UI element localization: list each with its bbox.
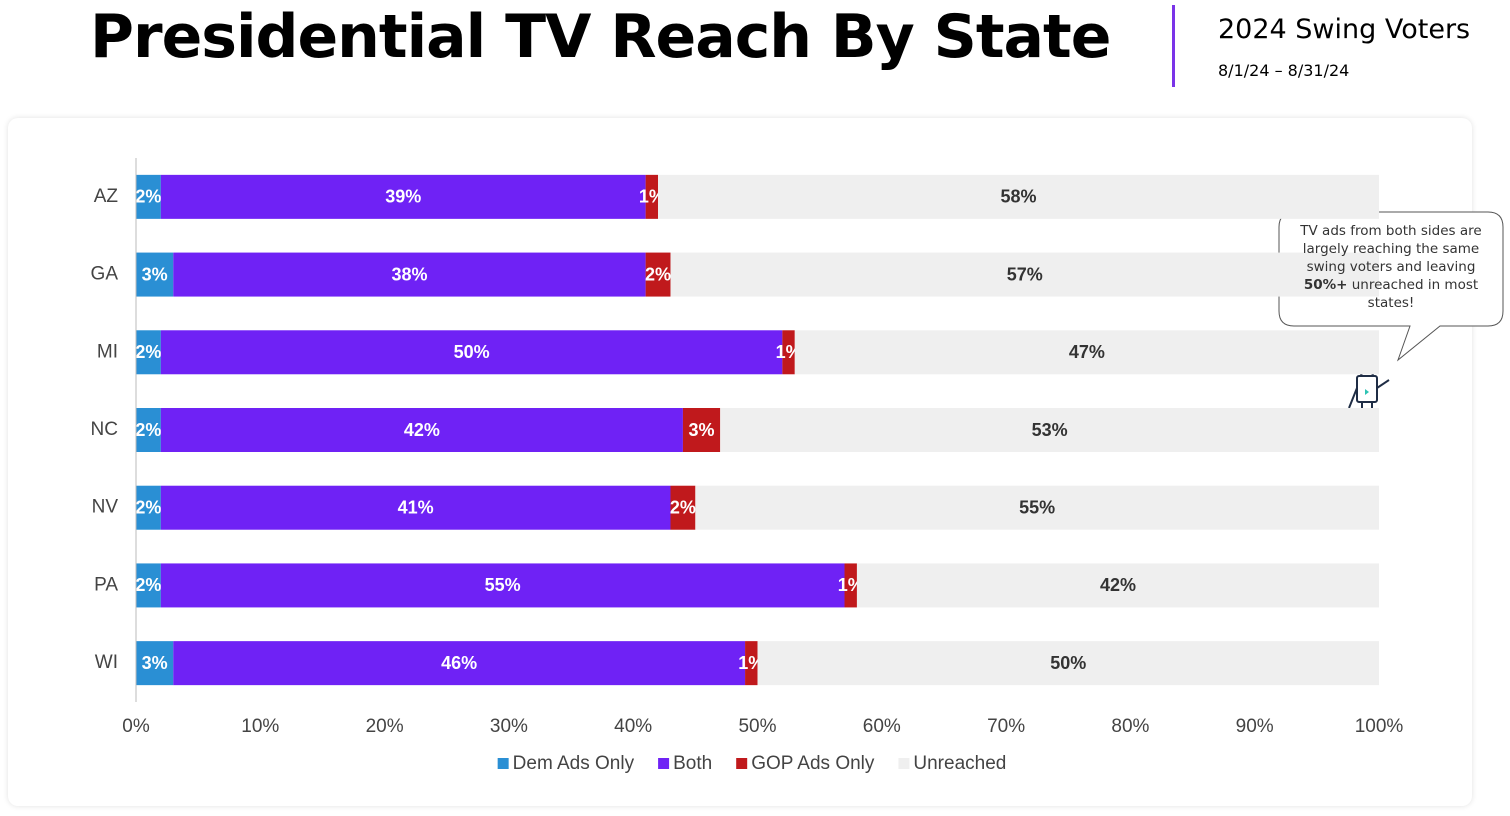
callout-text-part: TV ads from both sides are largely reach…: [1300, 223, 1482, 275]
data-label: 42%: [1100, 575, 1136, 595]
bar-segment: [136, 408, 161, 452]
legend-swatch: [898, 758, 910, 769]
x-tick-label: 10%: [241, 716, 279, 737]
bar-segment: [856, 563, 1379, 608]
y-tick-label: MI: [97, 341, 118, 362]
callout-emphasis: 50%+: [1303, 277, 1348, 293]
bar-segment: [136, 485, 161, 530]
data-label: 2%: [645, 264, 671, 284]
x-tick-label: 100%: [1355, 716, 1404, 737]
bar-segment: [782, 330, 795, 375]
y-tick-label: AZ: [94, 186, 119, 207]
data-label: 3%: [142, 264, 168, 284]
data-label: 2%: [135, 497, 161, 517]
bar-segment: [136, 641, 174, 686]
divider: [1172, 5, 1175, 87]
bar-segment: [136, 330, 161, 375]
bar-segment: [160, 408, 683, 452]
y-tick-label: GA: [91, 264, 119, 285]
bar-segment: [757, 641, 1379, 686]
bar-segment: [160, 174, 646, 219]
data-label: 55%: [1019, 497, 1055, 517]
data-label: 53%: [1032, 420, 1068, 440]
date-range: 8/1/24 – 8/31/24: [1218, 61, 1350, 80]
bar-segment: [844, 563, 857, 608]
data-label: 41%: [398, 497, 434, 517]
data-label: 38%: [391, 264, 427, 284]
x-tick-label: 70%: [987, 716, 1025, 737]
data-label: 46%: [441, 653, 477, 673]
data-label: 2%: [135, 342, 161, 362]
x-tick-label: 0%: [122, 716, 150, 737]
bar-segment: [173, 641, 746, 686]
callout-text-part: unreached in most states!: [1351, 277, 1479, 311]
data-label: 50%: [1050, 653, 1086, 673]
data-label: 2%: [670, 497, 696, 517]
bar-segment: [682, 408, 721, 452]
bar-segment: [745, 641, 758, 686]
data-label: 57%: [1007, 264, 1043, 284]
x-tick-label: 90%: [1236, 716, 1274, 737]
data-label: 58%: [1001, 187, 1037, 207]
bar-segment: [794, 330, 1379, 375]
data-label: 2%: [135, 420, 161, 440]
y-tick-label: WI: [95, 652, 118, 673]
data-label: 3%: [142, 653, 168, 673]
y-tick-label: NV: [92, 497, 119, 518]
bar-segment: [136, 563, 161, 608]
legend-label: Unreached: [913, 753, 1006, 774]
bar-segment: [160, 330, 783, 375]
data-label: 47%: [1069, 342, 1105, 362]
x-tick-label: 20%: [366, 716, 404, 737]
bar-segment: [136, 174, 161, 219]
legend-label: Dem Ads Only: [513, 753, 635, 774]
data-label: 50%: [454, 342, 490, 362]
bar-segment: [645, 252, 671, 297]
callout-text: TV ads from both sides are largely reach…: [1284, 222, 1498, 312]
legend-label: GOP Ads Only: [751, 753, 875, 774]
legend-swatch: [736, 758, 748, 769]
bar-segment: [670, 252, 1379, 297]
x-tick-label: 60%: [863, 716, 901, 737]
data-label: 3%: [689, 420, 715, 440]
callout-bubble: [1278, 211, 1504, 362]
legend-swatch: [658, 758, 670, 769]
x-tick-label: 80%: [1111, 716, 1149, 737]
data-label: 2%: [135, 575, 161, 595]
bar-segment: [670, 485, 696, 530]
bar-segment: [160, 485, 671, 530]
bar-segment: [658, 174, 1379, 219]
data-label: 55%: [485, 575, 521, 595]
x-tick-label: 50%: [738, 716, 776, 737]
bar-segment: [695, 485, 1379, 530]
data-label: 2%: [135, 187, 161, 207]
x-tick-label: 40%: [614, 716, 652, 737]
legend-swatch: [497, 758, 509, 769]
bar-segment: [160, 563, 845, 608]
bar-segment: [136, 252, 174, 297]
data-label: 39%: [385, 187, 421, 207]
chart-card: [8, 118, 1472, 806]
bar-segment: [720, 408, 1379, 452]
y-tick-label: PA: [94, 574, 118, 595]
y-tick-label: NC: [91, 419, 118, 440]
data-label: 42%: [404, 420, 440, 440]
subtitle: 2024 Swing Voters: [1218, 14, 1471, 45]
x-tick-label: 30%: [490, 716, 528, 737]
bar-segment: [645, 174, 659, 219]
page-title: Presidential TV Reach By State: [90, 2, 1111, 72]
legend-label: Both: [673, 753, 712, 774]
bar-segment: [173, 252, 646, 297]
